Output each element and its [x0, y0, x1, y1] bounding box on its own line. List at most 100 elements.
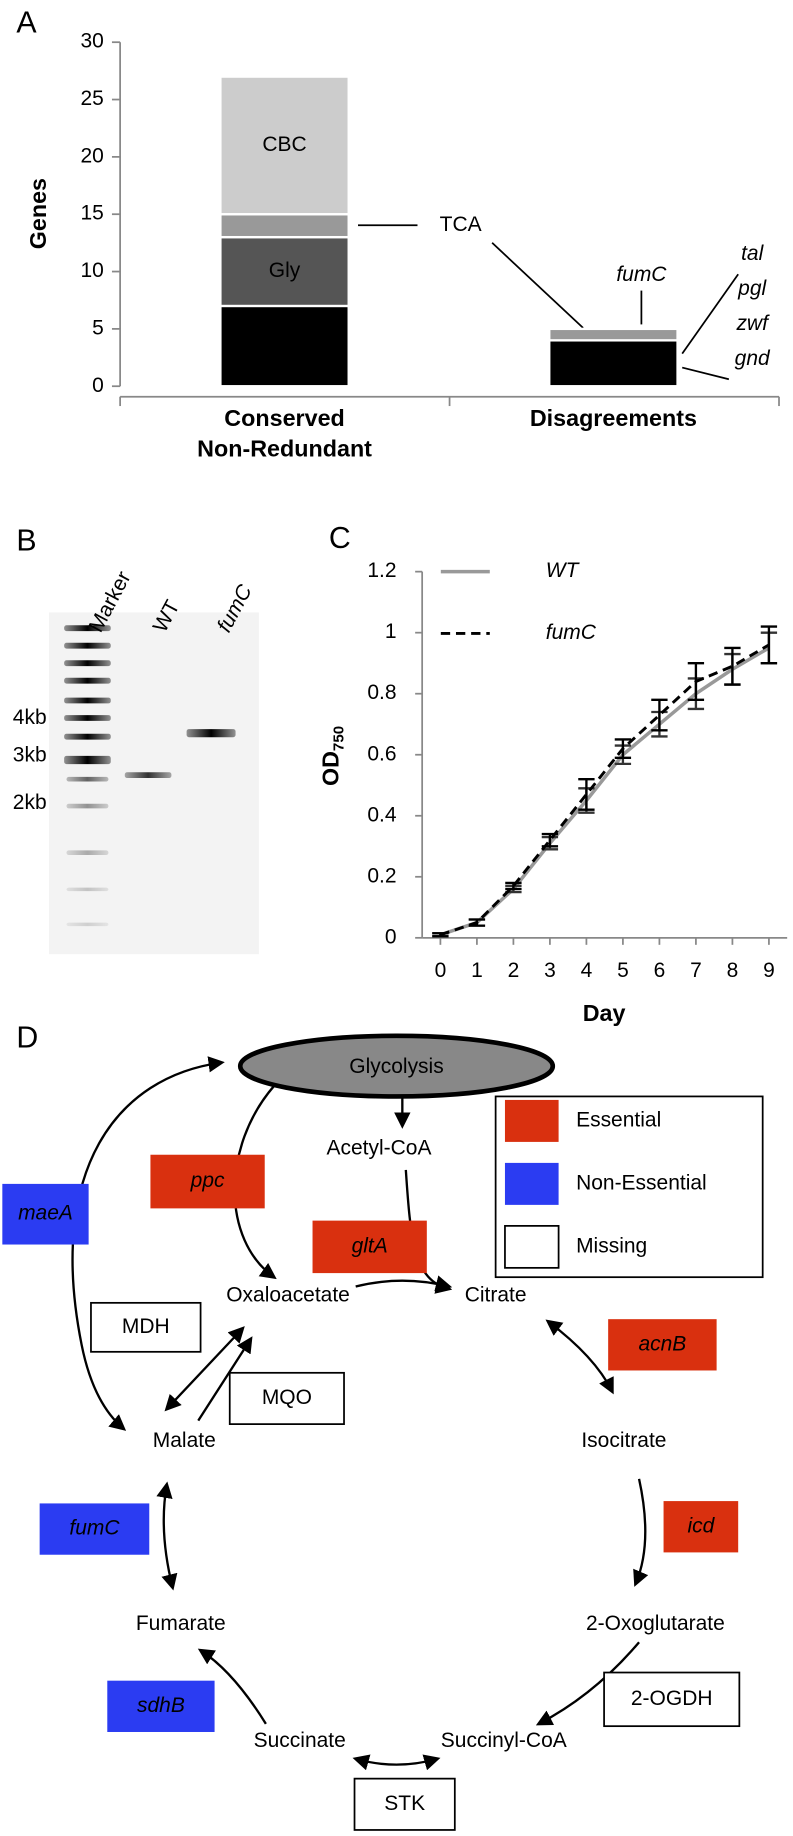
segment-label: PPP — [592, 351, 634, 374]
panel-label: B — [16, 525, 36, 558]
y-tick-label: 10 — [80, 259, 103, 282]
error-bar — [651, 698, 668, 732]
error-bar — [578, 777, 595, 811]
x-tick-label: 0 — [435, 959, 447, 982]
error-bar — [614, 738, 632, 759]
legend-label: fumC — [546, 621, 597, 644]
enzyme-label: maeA — [18, 1202, 73, 1225]
enzyme-box — [228, 1371, 345, 1425]
metabolite: Succinate — [254, 1729, 346, 1752]
line — [439, 646, 770, 937]
enzyme-box — [107, 1680, 215, 1732]
y-tick-label: 0 — [385, 925, 397, 948]
panel-label: A — [16, 7, 37, 40]
x-tick-label: Conserved Non-Redundant — [197, 405, 372, 461]
pathway-source: Glycolysis — [349, 1055, 443, 1078]
y-tick-label: 0.6 — [367, 742, 396, 765]
bar-segment — [548, 339, 679, 388]
x-tick-label: 7 — [690, 959, 702, 982]
enzyme-box — [663, 1501, 739, 1553]
enzyme-box — [90, 1301, 202, 1353]
metabolite: Oxaloacetate — [226, 1283, 350, 1306]
metabolite: Isocitrate — [581, 1429, 666, 1452]
y-tick-label: 1.2 — [367, 559, 396, 582]
y-axis-label-subscript: 750 — [330, 726, 347, 751]
enzyme-label: MDH — [122, 1315, 170, 1338]
line — [439, 643, 770, 937]
y-tick-label: 30 — [80, 30, 103, 53]
x-tick-label: 5 — [617, 959, 629, 982]
legend-label: Essential — [576, 1108, 661, 1131]
error-bar — [760, 625, 778, 665]
y-tick-label: 25 — [80, 87, 103, 110]
gene-annotation: zwf — [735, 312, 770, 335]
segment-label: CBC — [262, 133, 306, 156]
gene-annotation: tal — [741, 242, 765, 265]
y-tick-label: 20 — [80, 144, 103, 167]
size-label: 2kb — [13, 791, 47, 814]
y-tick-label: 0.2 — [367, 864, 396, 887]
y-axis-label: Genes — [25, 178, 51, 249]
legend-swatch — [504, 1162, 559, 1205]
error-bar — [505, 881, 522, 891]
x-tick-label: 8 — [727, 959, 739, 982]
metabolite: 2-Oxoglutarate — [586, 1612, 725, 1635]
bar-segment — [219, 235, 350, 308]
enzyme-label: acnB — [638, 1332, 686, 1355]
y-axis-label-text: OD — [318, 751, 344, 786]
metabolite: Acetyl-CoA — [327, 1136, 432, 1159]
y-tick-label: 15 — [80, 202, 103, 225]
legend-label: WT — [546, 559, 581, 582]
gene-annotation: fumC — [616, 263, 667, 286]
bar-segment — [219, 304, 350, 388]
bar-segment — [219, 213, 350, 239]
enzyme-box — [353, 1777, 456, 1831]
x-tick-label: 1 — [471, 959, 483, 982]
x-tick-label: 4 — [581, 959, 593, 982]
enzyme-label: ppc — [190, 1169, 225, 1192]
error-bar — [432, 932, 449, 938]
segment-label: PPP — [264, 334, 306, 357]
error-bar — [724, 646, 741, 686]
x-tick-label: 3 — [544, 959, 556, 982]
enzyme-box — [312, 1220, 427, 1274]
enzyme-label: gltA — [352, 1234, 388, 1257]
metabolite: Malate — [153, 1429, 216, 1452]
metabolite: Fumarate — [136, 1612, 226, 1635]
enzyme-label: icd — [687, 1514, 715, 1537]
y-tick-label: 0.4 — [367, 803, 397, 826]
size-label: 3kb — [13, 743, 47, 766]
legend-swatch — [504, 1099, 559, 1142]
x-tick-label: 6 — [654, 959, 666, 982]
segment-label: Gly — [269, 259, 301, 282]
enzyme-label: MQO — [262, 1386, 312, 1409]
gene-annotation: gnd — [735, 347, 771, 370]
enzyme-label: STK — [384, 1792, 425, 1815]
x-tick-label: 9 — [763, 959, 775, 982]
panel-label: D — [16, 1021, 38, 1054]
legend-label: Non-Essential — [576, 1171, 707, 1194]
error-bar — [468, 918, 486, 927]
x-tick-label: Disagreements — [530, 405, 697, 431]
y-tick-label: 5 — [92, 316, 104, 339]
enzyme-label: 2-OGDH — [631, 1687, 713, 1710]
bar-segment — [548, 327, 679, 342]
x-tick-label: 2 — [508, 959, 520, 982]
panel-label: C — [329, 522, 351, 555]
enzyme-label: sdhB — [137, 1694, 185, 1717]
y-tick-label: 0 — [92, 374, 104, 397]
series-callout: TCA — [440, 213, 482, 236]
enzyme-box — [603, 1671, 741, 1728]
enzyme-box — [2, 1183, 89, 1245]
y-tick-label: 0.8 — [367, 681, 396, 704]
layout — [48, 224, 764, 1771]
y-axis-label: OD750 — [318, 726, 348, 786]
size-label: 4kb — [13, 706, 47, 729]
enzyme-box — [150, 1154, 265, 1209]
enzyme-box — [608, 1319, 717, 1371]
error-bar — [687, 662, 705, 701]
error-bar — [541, 832, 559, 848]
metabolite: Succinyl-CoA — [441, 1729, 567, 1752]
legend-swatch — [504, 1224, 560, 1269]
